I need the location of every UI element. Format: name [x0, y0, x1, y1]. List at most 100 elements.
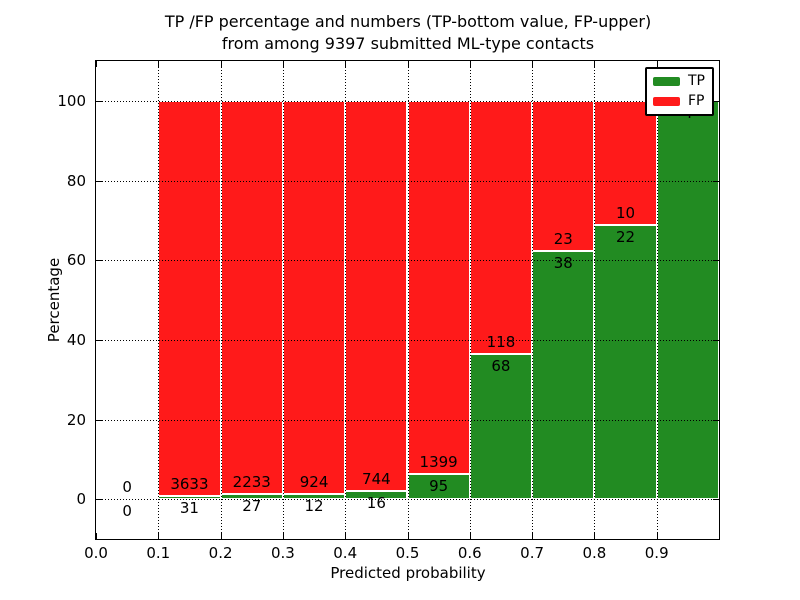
fp-bar-segment — [345, 100, 408, 491]
x-tick-mark — [407, 533, 409, 539]
fp-count-label: 1399 — [419, 452, 458, 471]
tp-count-label: 16 — [366, 493, 386, 512]
x-tick-mark — [345, 533, 347, 539]
chart-title-line-2: from among 9397 submitted ML-type contac… — [221, 34, 595, 53]
x-tick-mark — [345, 61, 347, 67]
tp-bar-segment — [469, 353, 533, 500]
fp-bar-segment — [282, 100, 346, 495]
y-tick-mark — [713, 260, 719, 262]
x-tick-label: 0.1 — [146, 544, 171, 562]
x-tick-label: 0.5 — [395, 544, 420, 562]
y-tick-mark — [96, 260, 102, 262]
x-tick-mark — [282, 61, 284, 67]
tp-legend-label: TP — [688, 73, 705, 89]
x-tick-mark — [656, 533, 658, 539]
fp-count-label: 0 — [122, 478, 132, 497]
tp-count-label: 22 — [616, 228, 636, 247]
tp-bar-segment — [656, 100, 719, 500]
fp-legend-swatch — [653, 97, 680, 106]
x-tick-label: 0.9 — [644, 544, 669, 562]
x-tick-label: 0.3 — [270, 544, 295, 562]
y-tick-label: 80 — [66, 171, 86, 190]
v-gridline — [532, 61, 534, 539]
tp-bar-segment — [532, 251, 595, 500]
legend: TP FP — [645, 67, 714, 116]
tp-bar-segment — [594, 225, 657, 500]
x-tick-mark — [594, 533, 596, 539]
x-tick-label: 0.2 — [208, 544, 233, 562]
v-gridline — [220, 61, 222, 539]
chart-title: TP /FP percentage and numbers (TP-bottom… — [165, 11, 651, 55]
y-tick-mark — [96, 339, 102, 341]
fp-count-label: 744 — [362, 469, 391, 488]
x-tick-mark — [96, 61, 97, 67]
y-tick-mark — [713, 180, 719, 182]
x-tick-mark — [158, 61, 160, 67]
fp-count-label: 10 — [616, 204, 636, 223]
x-tick-mark — [158, 533, 160, 539]
y-tick-mark — [96, 419, 102, 421]
v-gridline — [656, 61, 658, 539]
v-gridline — [282, 61, 284, 539]
x-axis-label: Predicted probability — [330, 564, 486, 582]
x-tick-mark — [282, 533, 284, 539]
tp-count-label: 12 — [304, 497, 324, 516]
x-tick-label: 0.4 — [333, 544, 358, 562]
x-tick-mark — [220, 533, 222, 539]
y-tick-mark — [713, 499, 719, 501]
chart-title-line-1: TP /FP percentage and numbers (TP-bottom… — [164, 12, 652, 31]
tp-count-label: 27 — [242, 497, 262, 516]
fp-bar-segment — [594, 100, 657, 226]
fp-legend-label: FP — [688, 93, 705, 109]
fp-bar-segment — [220, 100, 283, 495]
x-tick-label: 0.7 — [520, 544, 545, 562]
tp-count-label: 38 — [553, 254, 573, 273]
x-tick-mark — [532, 61, 534, 67]
fp-bar-segment — [158, 100, 221, 496]
y-tick-mark — [713, 419, 719, 421]
v-gridline — [158, 61, 160, 539]
y-tick-mark — [96, 180, 102, 182]
x-tick-mark — [469, 533, 471, 539]
fp-count-label: 3633 — [170, 474, 209, 493]
v-gridline — [594, 61, 596, 539]
tp-bar-segment — [407, 473, 470, 500]
fp-bar-segment — [532, 100, 595, 252]
x-tick-mark — [469, 61, 471, 67]
tp-count-label: 31 — [179, 498, 199, 517]
y-tick-label: 40 — [66, 330, 86, 349]
fp-bar-segment — [469, 100, 533, 354]
x-tick-mark — [594, 61, 596, 67]
v-gridline — [407, 61, 409, 539]
x-tick-mark — [532, 533, 534, 539]
fp-count-label: 118 — [486, 332, 516, 351]
x-tick-label: 0.0 — [84, 544, 108, 562]
tp-count-label: 68 — [491, 356, 511, 375]
v-gridline — [345, 61, 347, 539]
x-tick-mark — [220, 61, 222, 67]
x-tick-label: 0.8 — [582, 544, 607, 562]
y-tick-label: 20 — [66, 410, 86, 429]
y-tick-mark — [713, 100, 719, 102]
fp-bar-segment — [407, 100, 470, 474]
y-tick-mark — [96, 100, 102, 102]
y-tick-label: 0 — [76, 490, 86, 509]
legend-item-fp: FP — [653, 94, 706, 109]
plot-area: TP FP 0 0 3633 31 2233 27 924 12 744 16 1399 95 118 6… — [95, 60, 720, 540]
legend-item-tp: TP — [653, 74, 706, 89]
x-tick-mark — [407, 61, 409, 67]
y-axis-label: Percentage — [45, 257, 63, 343]
x-tick-mark — [96, 533, 97, 539]
y-tick-mark — [96, 499, 102, 501]
y-tick-label: 100 — [57, 91, 86, 110]
tp-count-label: 0 — [122, 502, 132, 521]
tp-legend-swatch — [653, 77, 680, 86]
v-gridline — [469, 61, 471, 539]
fp-count-label: 2233 — [232, 473, 271, 492]
x-tick-label: 0.6 — [457, 544, 482, 562]
fp-count-label: 23 — [553, 230, 573, 249]
y-tick-label: 60 — [66, 251, 86, 270]
tp-count-label: 95 — [429, 476, 449, 495]
fp-count-label: 924 — [299, 473, 329, 492]
